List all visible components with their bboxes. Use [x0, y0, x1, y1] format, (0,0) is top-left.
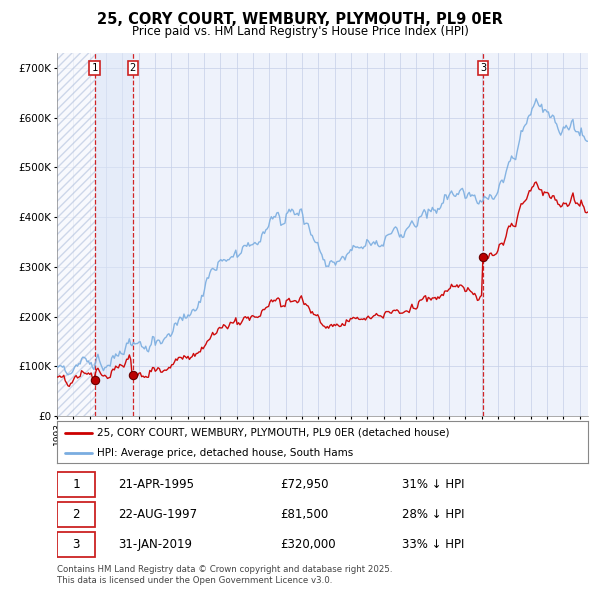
Text: 2: 2: [130, 63, 136, 73]
Text: Contains HM Land Registry data © Crown copyright and database right 2025.
This d: Contains HM Land Registry data © Crown c…: [57, 565, 392, 585]
Text: 31-JAN-2019: 31-JAN-2019: [118, 538, 192, 551]
Text: 3: 3: [480, 63, 486, 73]
Text: 1: 1: [73, 478, 80, 491]
Text: Price paid vs. HM Land Registry's House Price Index (HPI): Price paid vs. HM Land Registry's House …: [131, 25, 469, 38]
Text: 33% ↓ HPI: 33% ↓ HPI: [402, 538, 464, 551]
Text: HPI: Average price, detached house, South Hams: HPI: Average price, detached house, Sout…: [97, 448, 353, 457]
Text: 2: 2: [73, 508, 80, 521]
Bar: [57, 53, 95, 416]
Text: 31% ↓ HPI: 31% ↓ HPI: [402, 478, 464, 491]
Text: 25, CORY COURT, WEMBURY, PLYMOUTH, PL9 0ER (detached house): 25, CORY COURT, WEMBURY, PLYMOUTH, PL9 0…: [97, 428, 449, 438]
Text: 22-AUG-1997: 22-AUG-1997: [118, 508, 197, 521]
Text: £81,500: £81,500: [280, 508, 328, 521]
Text: £320,000: £320,000: [280, 538, 335, 551]
FancyBboxPatch shape: [57, 472, 95, 497]
Text: 1: 1: [91, 63, 98, 73]
FancyBboxPatch shape: [57, 502, 95, 527]
Text: 28% ↓ HPI: 28% ↓ HPI: [402, 508, 464, 521]
Text: 25, CORY COURT, WEMBURY, PLYMOUTH, PL9 0ER: 25, CORY COURT, WEMBURY, PLYMOUTH, PL9 0…: [97, 12, 503, 27]
Text: 3: 3: [73, 538, 80, 551]
Bar: [95, 53, 133, 416]
Text: £72,950: £72,950: [280, 478, 329, 491]
FancyBboxPatch shape: [57, 532, 95, 557]
Text: 21-APR-1995: 21-APR-1995: [118, 478, 194, 491]
